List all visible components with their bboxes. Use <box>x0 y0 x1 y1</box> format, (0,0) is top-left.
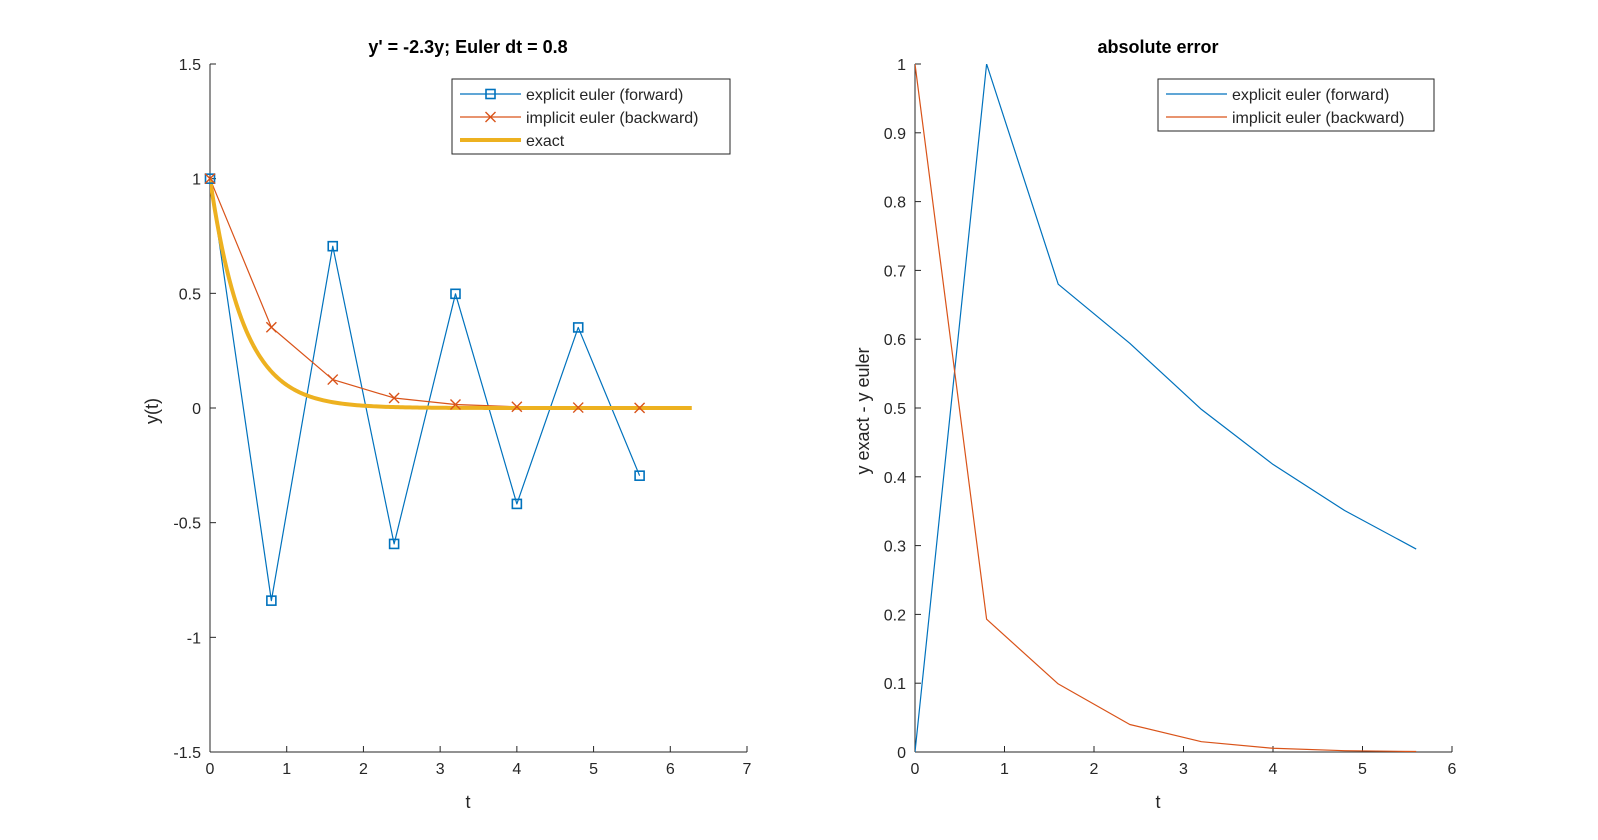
x-tick-label: 6 <box>666 761 675 778</box>
x-marker <box>265 321 277 333</box>
chart-absolute-error: absolute error t y exact - y euler 0 1 2 3 4… <box>853 37 1457 812</box>
legend-marker <box>485 111 496 123</box>
y-tick-label: 1 <box>192 172 201 189</box>
y-tick-label: 0 <box>192 401 201 418</box>
legend-label: explicit euler (forward) <box>526 87 683 104</box>
legend-label: exact <box>526 133 565 150</box>
y-tick-label: 0.1 <box>884 676 906 693</box>
y-tick-label: 0.5 <box>884 401 906 418</box>
y-tick-label: 0.5 <box>179 286 201 303</box>
square-marker <box>511 498 523 510</box>
legend-label: implicit euler (backward) <box>526 110 699 127</box>
x-tick-label: 1 <box>1000 761 1009 778</box>
x-tick-label: 0 <box>911 761 920 778</box>
y-tick-label: 0.8 <box>884 195 906 212</box>
plot-area: 0 1 2 3 4 5 6 7 -1.5 -1 -0.5 0 0.5 1 1.5 <box>173 57 751 778</box>
x-marker <box>388 392 400 404</box>
y-tick-label: 0.4 <box>884 470 906 487</box>
y-tick-label: 1 <box>897 57 906 74</box>
x-tick-label: 4 <box>512 761 521 778</box>
plot-area: 0 1 2 3 4 5 6 0 0.1 0.2 0.3 0.4 0.5 0.6 0.7 0.8 0.9 1 <box>884 57 1457 778</box>
x-marker <box>449 398 461 410</box>
legend-box <box>1157 78 1435 132</box>
x-tick-label: 1 <box>282 761 291 778</box>
x-tick-label: 0 <box>206 761 215 778</box>
series-line-2 <box>915 64 1417 752</box>
y-tick-label: -1 <box>187 630 201 647</box>
x-marker <box>511 401 523 413</box>
series-line-3 <box>210 178 692 410</box>
x-marker <box>327 374 339 386</box>
legend: explicit euler (forward) implicit euler (… <box>451 78 731 155</box>
y-tick-label: 0.9 <box>884 126 906 143</box>
y-axis-label: y(t) <box>142 398 162 424</box>
x-axis-label: t <box>1155 792 1160 812</box>
chart-title: y' = -2.3y; Euler dt = 0.8 <box>368 37 567 57</box>
y-tick-label: 1.5 <box>179 57 201 74</box>
y-tick-label: -1.5 <box>173 745 201 762</box>
series-line-1 <box>210 178 641 602</box>
square-marker <box>204 173 216 184</box>
square-marker <box>327 240 339 252</box>
legend: explicit euler (forward) implicit euler (… <box>1157 78 1435 132</box>
y-axis-label: y exact - y euler <box>853 347 873 474</box>
x-tick-label: 5 <box>1358 761 1367 778</box>
square-marker <box>450 288 461 300</box>
x-axis-label: t <box>465 792 470 812</box>
y-tick-label: 0.6 <box>884 332 906 349</box>
x-tick-label: 3 <box>1179 761 1188 778</box>
y-tick-label: 0 <box>897 745 906 762</box>
x-marker <box>204 173 216 185</box>
x-tick-label: 7 <box>743 761 752 778</box>
y-tick-label: -0.5 <box>173 516 201 533</box>
y-tick-label: 0.3 <box>884 539 906 556</box>
x-tick-label: 3 <box>436 761 445 778</box>
square-marker <box>388 538 400 550</box>
chart-title: absolute error <box>1097 37 1218 57</box>
square-marker <box>634 470 645 481</box>
x-tick-label: 4 <box>1269 761 1278 778</box>
square-marker <box>266 595 277 606</box>
x-tick-label: 2 <box>1090 761 1099 778</box>
square-marker <box>572 322 584 333</box>
x-tick-label: 5 <box>589 761 598 778</box>
legend-label: explicit euler (forward) <box>1232 87 1389 104</box>
series-line-1 <box>915 64 1417 752</box>
x-marker <box>572 402 584 414</box>
legend-label: implicit euler (backward) <box>1232 110 1405 127</box>
x-tick-label: 6 <box>1448 761 1457 778</box>
y-tick-label: 0.2 <box>884 607 906 624</box>
chart-euler: y' = -2.3y; Euler dt = 0.8 t y(t) 0 1 2 3 4 5… <box>142 37 752 812</box>
x-tick-label: 2 <box>359 761 368 778</box>
y-tick-label: 0.7 <box>884 263 906 280</box>
legend-marker <box>485 88 496 100</box>
x-marker <box>634 402 646 414</box>
